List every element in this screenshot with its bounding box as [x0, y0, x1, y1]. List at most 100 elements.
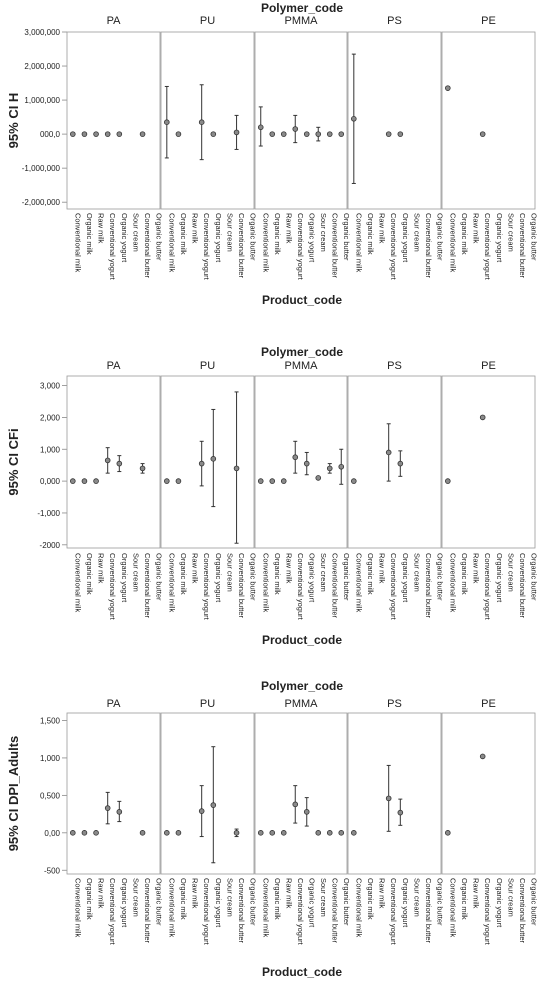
category-label: Conventional yogurt: [483, 213, 492, 281]
data-point: [257, 478, 264, 484]
facet-title: PMMA: [285, 15, 319, 27]
facet-frame: [441, 31, 536, 210]
category-label: Organic yogurt: [495, 213, 504, 263]
category-label: Conventional yogurt: [108, 213, 117, 281]
category-label: Organic butter: [155, 213, 164, 261]
category-label: Organic butter: [155, 878, 164, 926]
facet-frame: [347, 712, 442, 875]
facet-frame: [254, 712, 348, 875]
category-label: Organic milk: [366, 213, 375, 255]
y-tick-label: 000,0: [40, 130, 61, 139]
data-point: [210, 456, 217, 462]
category-label: Organic milk: [85, 878, 94, 920]
facet-title: PE: [481, 698, 496, 710]
category-label: Conventional milk: [167, 553, 176, 612]
category-label: Organic milk: [179, 878, 188, 920]
category-label: Organic yogurt: [401, 553, 410, 603]
data-point: [116, 809, 123, 815]
category-label: Organic butter: [530, 213, 539, 261]
category-label: Sour cream: [412, 878, 421, 917]
facet-frame: [254, 375, 348, 549]
category-label: Organic milk: [460, 213, 469, 255]
category-label: Conventional butter: [424, 878, 433, 944]
category-label: Organic yogurt: [214, 553, 223, 603]
data-point: [303, 460, 310, 467]
category-label: Conventional milk: [261, 213, 270, 272]
category-label: Organic butter: [155, 553, 164, 601]
category-label: Conventional butter: [330, 213, 339, 279]
y-tick-label: -2,000,000: [22, 198, 61, 207]
y-axis-label: 95% CI CFi: [6, 428, 21, 495]
y-axis-label: 95% CI H: [6, 93, 21, 149]
facet-title: PE: [481, 360, 496, 372]
data-point: [351, 830, 357, 836]
category-label: Raw milk: [191, 213, 200, 244]
category-label: Sour cream: [131, 213, 140, 252]
facet-title: PS: [387, 360, 402, 372]
data-point: [116, 131, 123, 137]
y-tick-label: -500: [44, 866, 61, 875]
category-label: Organic butter: [436, 878, 445, 926]
category-label: Conventional milk: [448, 553, 457, 612]
data-point: [139, 465, 146, 472]
data-point: [257, 124, 264, 131]
data-point: [292, 801, 299, 808]
data-point: [104, 131, 111, 137]
category-label: Raw milk: [284, 553, 293, 584]
category-label: Organic butter: [342, 553, 351, 601]
category-label: Organic yogurt: [120, 213, 129, 263]
category-label: Conventional butter: [143, 553, 152, 619]
data-point: [233, 129, 240, 136]
category-label: Conventional butter: [237, 213, 246, 279]
category-label: Organic milk: [366, 553, 375, 595]
category-label: Conventional milk: [73, 213, 82, 272]
category-label: Conventional butter: [237, 553, 246, 619]
category-label: Conventional butter: [424, 553, 433, 619]
category-label: Conventional milk: [73, 878, 82, 937]
data-point: [479, 414, 486, 421]
category-label: Organic butter: [342, 878, 351, 926]
data-point: [292, 454, 299, 461]
y-tick-label: 1,000: [40, 445, 61, 454]
facet-frame: [160, 31, 255, 210]
data-point: [315, 131, 322, 137]
category-label: Organic yogurt: [120, 878, 129, 928]
data-point: [139, 131, 146, 137]
facet-title: PMMA: [285, 360, 319, 372]
category-label: Raw milk: [284, 213, 293, 244]
y-tick-label: 1,000,000: [24, 96, 60, 105]
data-point: [385, 795, 392, 802]
category-label: Sour cream: [225, 878, 234, 917]
category-label: Sour cream: [506, 213, 515, 252]
category-label: Raw milk: [472, 553, 481, 584]
category-label: Organic yogurt: [214, 878, 223, 928]
category-label: Conventional butter: [518, 553, 527, 619]
y-tick-label: 0,00: [44, 829, 60, 838]
data-point: [479, 753, 486, 760]
category-label: Conventional milk: [261, 878, 270, 937]
category-label: Conventional milk: [448, 213, 457, 272]
facet-title: PU: [200, 15, 215, 27]
data-point: [139, 830, 146, 836]
category-label: Conventional butter: [518, 878, 527, 944]
category-label: Conventional yogurt: [202, 878, 211, 946]
category-label: Organic milk: [460, 878, 469, 920]
category-label: Sour cream: [319, 553, 328, 592]
facet-frame: [66, 375, 161, 549]
category-label: Sour cream: [225, 553, 234, 592]
chart-panel-0: Polymer_code 95% CI H Product_code -2,000,0…: [6, 1, 539, 307]
category-label: Organic yogurt: [495, 553, 504, 603]
category-label: Organic milk: [85, 553, 94, 595]
facet-pmma: PMMA Conventional milk Organic milk Raw mil…: [254, 15, 351, 281]
category-label: Conventional yogurt: [389, 553, 398, 621]
facet-title: PMMA: [285, 698, 319, 710]
category-label: Raw milk: [472, 213, 481, 244]
category-label: Conventional yogurt: [202, 213, 211, 281]
facet-frame: [441, 712, 536, 875]
category-label: Sour cream: [225, 213, 234, 252]
facet-super-title: Polymer_code: [261, 345, 343, 359]
facet-title: PS: [387, 698, 402, 710]
data-point: [303, 131, 310, 137]
